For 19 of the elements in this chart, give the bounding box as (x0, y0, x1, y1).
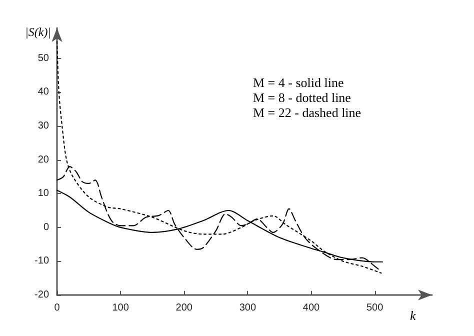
x-tick-label: 400 (302, 302, 320, 314)
x-tick-label: 300 (239, 302, 256, 314)
x-tick-label: 100 (112, 302, 130, 314)
y-tick-label: 20 (38, 154, 50, 166)
y-tick-label: 30 (38, 120, 50, 132)
y-tick-label: 0 (43, 222, 50, 233)
y-axis-title: |S(k)| (25, 25, 51, 39)
y-tick-label: 40 (38, 86, 50, 98)
x-tick-label: 500 (366, 302, 384, 314)
x-axis-title: k (410, 308, 416, 323)
annotation: M = 22 - dashed line (253, 105, 362, 120)
y-tick-label: -20 (34, 290, 50, 300)
y-tick-label: 50 (38, 52, 50, 64)
y-tick-label: 10 (38, 188, 50, 200)
x-tick-label: 0 (54, 302, 60, 314)
x-tick-label: 200 (176, 302, 193, 314)
annotation: M = 8 - dotted line (253, 90, 352, 105)
y-tick-label: -10 (34, 256, 50, 267)
annotation: M = 4 - solid line (253, 75, 344, 90)
